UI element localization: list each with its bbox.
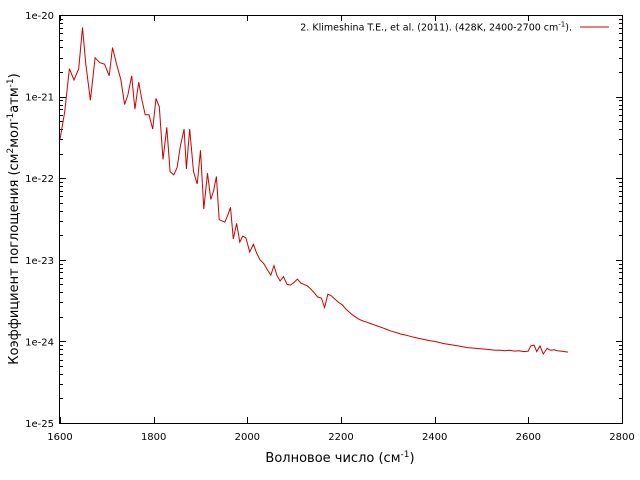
axis-ticks — [60, 15, 623, 424]
x-tick-label: 1600 — [47, 432, 72, 443]
y-axis-title: Коэффициент поглощения (см2мол-1атм-1) — [6, 73, 22, 364]
y-tick-label: 1e-24 — [25, 337, 54, 348]
x-tick-label: 2400 — [422, 432, 447, 443]
x-tick-label: 2000 — [235, 432, 260, 443]
y-tick-label: 1e-20 — [25, 11, 54, 22]
x-tick-label: 2200 — [328, 432, 353, 443]
x-tick-label: 2600 — [516, 432, 541, 443]
x-tick-label: 2800 — [609, 432, 634, 443]
plot-frame — [59, 15, 623, 424]
y-tick-label: 1e-23 — [25, 256, 54, 267]
y-tick-label: 1e-21 — [25, 93, 54, 104]
y-tick-label: 1e-22 — [25, 174, 54, 185]
x-tick-labels: 1600 1800 2000 2200 2400 2600 2800 — [47, 432, 634, 443]
y-tick-labels: 1e-25 1e-24 1e-23 1e-22 1e-21 1e-20 — [25, 11, 54, 430]
series-line — [59, 27, 569, 356]
legend-entry-label: 2. Klimeshina T.E., et al. (2011). (428K… — [300, 21, 572, 34]
legend: 2. Klimeshina T.E., et al. (2011). (428K… — [300, 21, 609, 34]
y-tick-label: 1e-25 — [25, 419, 54, 430]
x-axis-title: Волновое число (см-1) — [265, 450, 414, 466]
x-tick-label: 1800 — [141, 432, 166, 443]
